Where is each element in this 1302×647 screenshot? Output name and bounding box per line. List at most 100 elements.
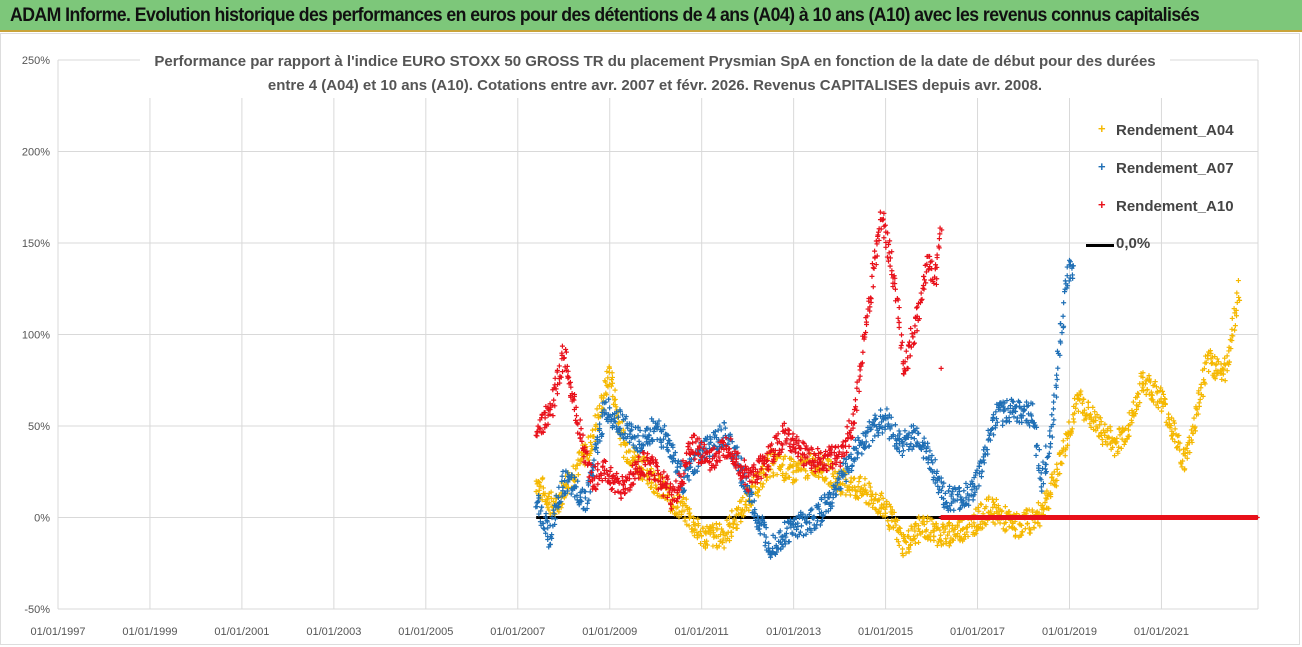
- data-point-a04: [710, 525, 716, 531]
- data-point-a10: [596, 475, 602, 481]
- data-point-a07: [986, 432, 992, 438]
- data-point-a10: [636, 454, 642, 460]
- chart-title: Performance par rapport à l'indice EURO …: [140, 50, 1170, 98]
- data-point-a07: [635, 425, 641, 431]
- data-point-a07: [829, 503, 835, 509]
- data-point-a10: [892, 275, 898, 281]
- data-point-a10: [763, 458, 769, 464]
- data-point-a07: [1057, 352, 1063, 358]
- data-point-a10: [667, 481, 673, 487]
- data-point-a04: [908, 523, 914, 529]
- data-point-a04: [886, 526, 892, 532]
- data-point-a10: [578, 426, 584, 432]
- data-point-a07: [717, 423, 723, 429]
- data-point-a07: [899, 452, 905, 458]
- data-point-a04: [915, 526, 921, 532]
- data-point-a10: [674, 490, 680, 496]
- data-point-a04: [730, 525, 736, 531]
- data-point-a07: [1000, 404, 1006, 410]
- data-point-a04: [1203, 360, 1209, 366]
- data-point-a04: [1153, 384, 1159, 390]
- data-point-a07: [627, 439, 633, 445]
- data-point-a04: [649, 484, 655, 490]
- data-point-a04: [1232, 323, 1238, 329]
- data-point-a04: [741, 513, 747, 519]
- data-point-a10: [914, 328, 920, 334]
- data-point-a04: [606, 365, 612, 371]
- data-point-a07: [619, 412, 625, 418]
- data-point-a04: [727, 538, 733, 544]
- data-point-a10: [565, 375, 571, 381]
- data-point-a07: [1038, 470, 1044, 476]
- data-point-a04: [675, 504, 681, 510]
- data-point-a10: [780, 442, 786, 448]
- data-point-a07: [866, 443, 872, 449]
- data-point-a07: [609, 425, 615, 431]
- data-point-a07: [552, 516, 558, 522]
- data-point-a07: [918, 446, 924, 452]
- data-point-a04: [990, 499, 996, 505]
- data-point-a07: [586, 497, 592, 503]
- data-point-a10: [869, 273, 875, 279]
- data-point-a10: [615, 475, 621, 481]
- data-point-a07: [941, 504, 947, 510]
- data-point-a07: [981, 457, 987, 463]
- data-point-a10: [573, 404, 579, 410]
- data-point-a07: [900, 448, 906, 454]
- data-point-a04: [691, 519, 697, 525]
- data-point-a10: [571, 393, 577, 399]
- data-point-a10: [608, 465, 614, 471]
- data-point-a04: [744, 505, 750, 511]
- data-point-a10: [780, 423, 786, 429]
- data-point-a04: [1202, 381, 1208, 387]
- data-point-a07: [1027, 423, 1033, 429]
- data-point-a10: [818, 461, 824, 467]
- data-point-a07: [630, 442, 636, 448]
- data-point-a04: [1157, 388, 1163, 394]
- data-point-a04: [991, 502, 997, 508]
- data-point-a10: [737, 469, 743, 475]
- data-point-a07: [909, 446, 915, 452]
- data-point-a04: [1020, 529, 1026, 535]
- data-point-a10: [647, 476, 653, 482]
- data-point-a04: [687, 510, 693, 516]
- data-point-a10: [875, 229, 881, 235]
- data-point-a10: [899, 332, 905, 338]
- data-point-a10: [579, 438, 585, 444]
- data-point-a07: [637, 428, 643, 434]
- data-point-a04: [1046, 506, 1052, 512]
- data-point-a04: [852, 484, 858, 490]
- data-point-a04: [589, 446, 595, 452]
- data-point-a04: [988, 508, 994, 514]
- data-point-a10: [580, 432, 586, 438]
- data-point-a04: [961, 536, 967, 542]
- data-point-a07: [806, 512, 812, 518]
- data-point-a04: [720, 536, 726, 542]
- data-point-a07: [1006, 415, 1012, 421]
- data-point-a10: [651, 476, 657, 482]
- data-point-a04: [870, 500, 876, 506]
- data-point-a04: [1035, 500, 1041, 506]
- data-point-a04: [1214, 372, 1220, 378]
- data-point-a04: [717, 521, 723, 527]
- data-point-a04: [1126, 427, 1131, 433]
- data-point-a07: [712, 432, 718, 438]
- y-tick-label: -50%: [24, 604, 50, 616]
- data-point-a10: [644, 455, 650, 461]
- data-point-a04: [1135, 403, 1141, 409]
- data-point-a10: [887, 263, 893, 269]
- data-point-a07: [942, 490, 948, 496]
- data-point-a10: [813, 452, 819, 458]
- data-point-a04: [946, 529, 952, 535]
- data-point-a07: [1055, 365, 1061, 371]
- data-point-a07: [872, 412, 878, 418]
- data-point-a10: [858, 361, 864, 367]
- data-point-a04: [966, 521, 972, 527]
- data-point-a10: [558, 374, 564, 380]
- data-point-a10: [713, 462, 719, 468]
- data-point-a10: [823, 463, 829, 469]
- data-point-a10: [693, 439, 699, 445]
- data-point-a04: [699, 533, 705, 539]
- data-point-a07: [540, 520, 546, 526]
- data-point-a07: [853, 445, 859, 451]
